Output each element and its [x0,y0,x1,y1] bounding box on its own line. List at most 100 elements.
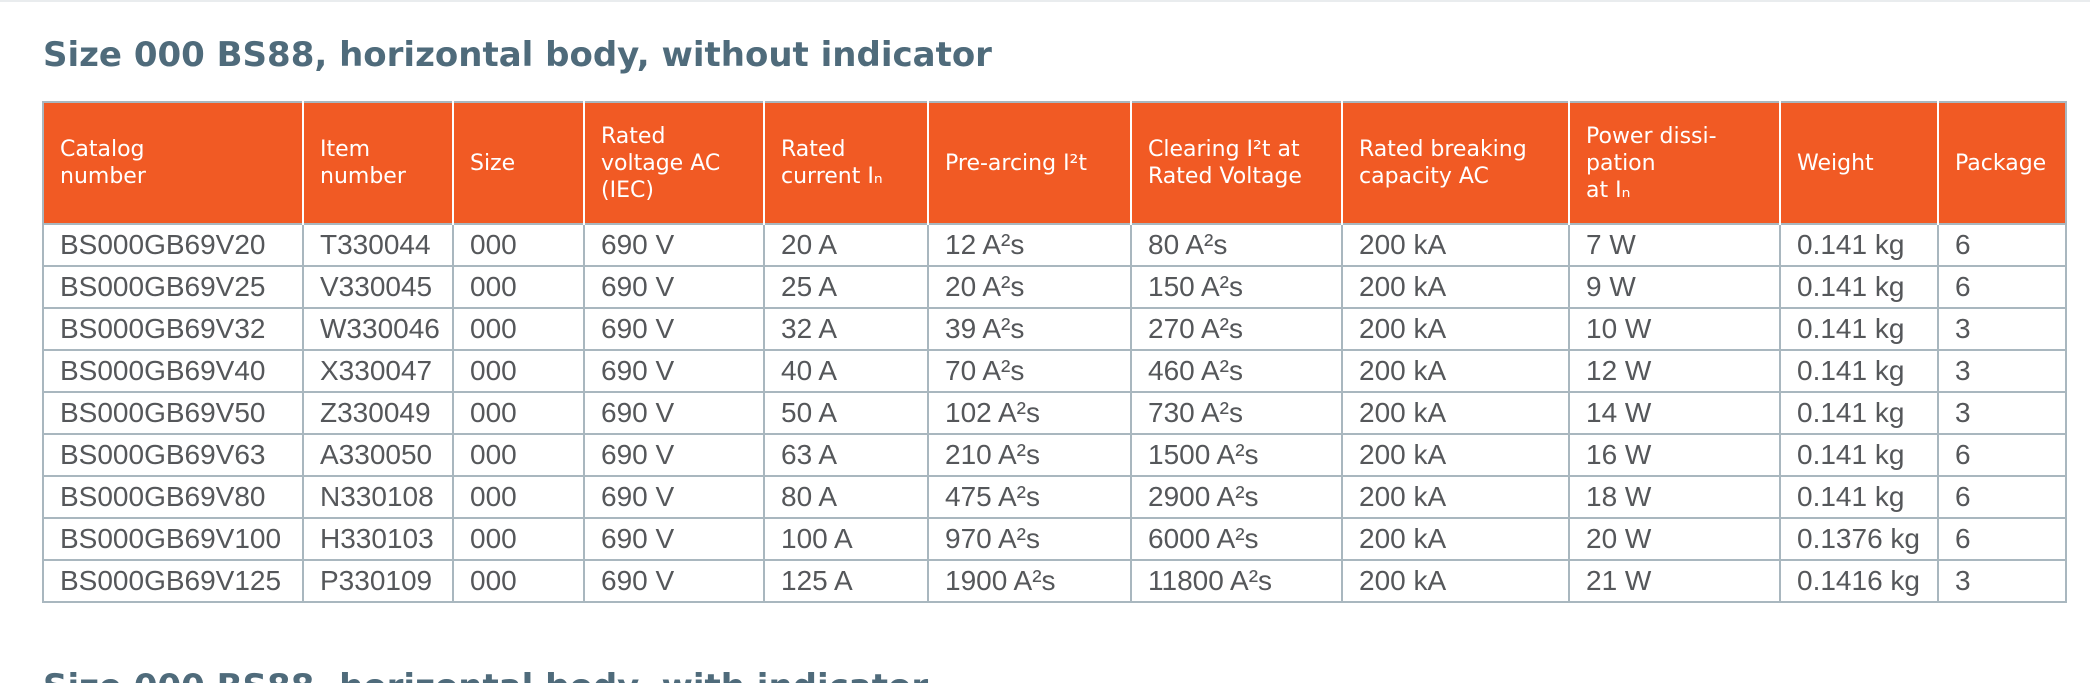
rated-voltage-cell: 690 V [583,559,765,603]
package-cell: 6 [1937,433,2067,477]
catalog-number-cell: BS000GB69V32 [42,307,304,351]
item-number-cell: V330045 [302,265,454,309]
breaking-capacity-cell: 200 kA [1341,223,1570,267]
weight-cell: 0.141 kg [1779,433,1939,477]
column-header-breaking-capacity: Rated breaking capacity AC [1341,101,1570,224]
column-header-rated-voltage: Rated voltage AC (IEC) [583,101,765,224]
power-dissipation-cell: 9 W [1568,265,1781,309]
column-header-catalog-number: Catalog number [42,101,304,224]
power-dissipation-cell: 14 W [1568,391,1781,435]
breaking-capacity-cell: 200 kA [1341,265,1570,309]
weight-cell: 0.141 kg [1779,265,1939,309]
column-header-item-number: Item number [302,101,454,224]
size-cell: 000 [452,349,585,393]
rated-current-cell: 50 A [763,391,929,435]
breaking-capacity-cell: 200 kA [1341,475,1570,519]
weight-cell: 0.141 kg [1779,349,1939,393]
package-cell: 3 [1937,349,2067,393]
weight-cell: 0.141 kg [1779,307,1939,351]
rated-current-cell: 80 A [763,475,929,519]
power-dissipation-cell: 16 W [1568,433,1781,477]
rated-voltage-cell: 690 V [583,223,765,267]
rated-current-cell: 20 A [763,223,929,267]
breaking-capacity-cell: 200 kA [1341,307,1570,351]
rated-voltage-cell: 690 V [583,475,765,519]
breaking-capacity-cell: 200 kA [1341,349,1570,393]
power-dissipation-cell: 10 W [1568,307,1781,351]
weight-cell: 0.141 kg [1779,475,1939,519]
clearing-cell: 11800 A²s [1130,559,1343,603]
breaking-capacity-cell: 200 kA [1341,433,1570,477]
catalog-number-cell: BS000GB69V100 [42,517,304,561]
power-dissipation-cell: 21 W [1568,559,1781,603]
breaking-capacity-cell: 200 kA [1341,391,1570,435]
catalog-number-cell: BS000GB69V40 [42,349,304,393]
rated-current-cell: 25 A [763,265,929,309]
catalog-number-cell: BS000GB69V63 [42,433,304,477]
column-header-power-dissipation: Power dissi- pation at Iₙ [1568,101,1781,224]
column-header-size: Size [452,101,585,224]
power-dissipation-cell: 7 W [1568,223,1781,267]
column-header-pre-arcing: Pre-arcing I²t [927,101,1132,224]
pre-arcing-cell: 20 A²s [927,265,1132,309]
table-row: BS000GB69V80 N330108 000 690 V 80 A 475 A²s 29… [42,475,2067,519]
rated-current-cell: 32 A [763,307,929,351]
column-header-package: Package [1937,101,2067,224]
clearing-cell: 2900 A²s [1130,475,1343,519]
table-row: BS000GB69V40 X330047 000 690 V 40 A 70 A²s 460… [42,349,2067,393]
catalog-number-cell: BS000GB69V25 [42,265,304,309]
pre-arcing-cell: 1900 A²s [927,559,1132,603]
rated-voltage-cell: 690 V [583,433,765,477]
pre-arcing-cell: 475 A²s [927,475,1132,519]
clearing-cell: 1500 A²s [1130,433,1343,477]
clearing-cell: 80 A²s [1130,223,1343,267]
column-header-rated-current: Rated current Iₙ [763,101,929,224]
item-number-cell: W330046 [302,307,454,351]
column-header-weight: Weight [1779,101,1939,224]
size-cell: 000 [452,307,585,351]
item-number-cell: A330050 [302,433,454,477]
power-dissipation-cell: 20 W [1568,517,1781,561]
package-cell: 3 [1937,307,2067,351]
catalog-number-cell: BS000GB69V20 [42,223,304,267]
pre-arcing-cell: 70 A²s [927,349,1132,393]
rated-voltage-cell: 690 V [583,517,765,561]
next-section-title: Size 000 BS88, horizontal body, with ind… [43,662,928,683]
size-cell: 000 [452,559,585,603]
package-cell: 6 [1937,265,2067,309]
pre-arcing-cell: 102 A²s [927,391,1132,435]
power-dissipation-cell: 18 W [1568,475,1781,519]
table-row: BS000GB69V20 T330044 000 690 V 20 A 12 A²s 80 … [42,223,2067,267]
pre-arcing-cell: 12 A²s [927,223,1132,267]
size-cell: 000 [452,433,585,477]
section-title: Size 000 BS88, horizontal body, without … [43,35,992,75]
package-cell: 6 [1937,475,2067,519]
item-number-cell: P330109 [302,559,454,603]
size-cell: 000 [452,223,585,267]
table-row: BS000GB69V32 W330046 000 690 V 32 A 39 A²s 270… [42,307,2067,351]
rated-current-cell: 63 A [763,433,929,477]
pre-arcing-cell: 210 A²s [927,433,1132,477]
weight-cell: 0.141 kg [1779,223,1939,267]
rated-current-cell: 40 A [763,349,929,393]
clearing-cell: 6000 A²s [1130,517,1343,561]
table-body: BS000GB69V20 T330044 000 690 V 20 A 12 A²s 80 … [42,223,2067,603]
rated-voltage-cell: 690 V [583,349,765,393]
breaking-capacity-cell: 200 kA [1341,559,1570,603]
size-cell: 000 [452,517,585,561]
breaking-capacity-cell: 200 kA [1341,517,1570,561]
table-row: BS000GB69V63 A330050 000 690 V 63 A 210 A²s 15… [42,433,2067,477]
pre-arcing-cell: 970 A²s [927,517,1132,561]
item-number-cell: T330044 [302,223,454,267]
rated-voltage-cell: 690 V [583,391,765,435]
package-cell: 6 [1937,223,2067,267]
clearing-cell: 460 A²s [1130,349,1343,393]
size-cell: 000 [452,475,585,519]
power-dissipation-cell: 12 W [1568,349,1781,393]
pre-arcing-cell: 39 A²s [927,307,1132,351]
table-row: BS000GB69V100 H330103 000 690 V 100 A 970 A²s… [42,517,2067,561]
weight-cell: 0.141 kg [1779,391,1939,435]
catalog-number-cell: BS000GB69V125 [42,559,304,603]
clearing-cell: 270 A²s [1130,307,1343,351]
rated-current-cell: 125 A [763,559,929,603]
